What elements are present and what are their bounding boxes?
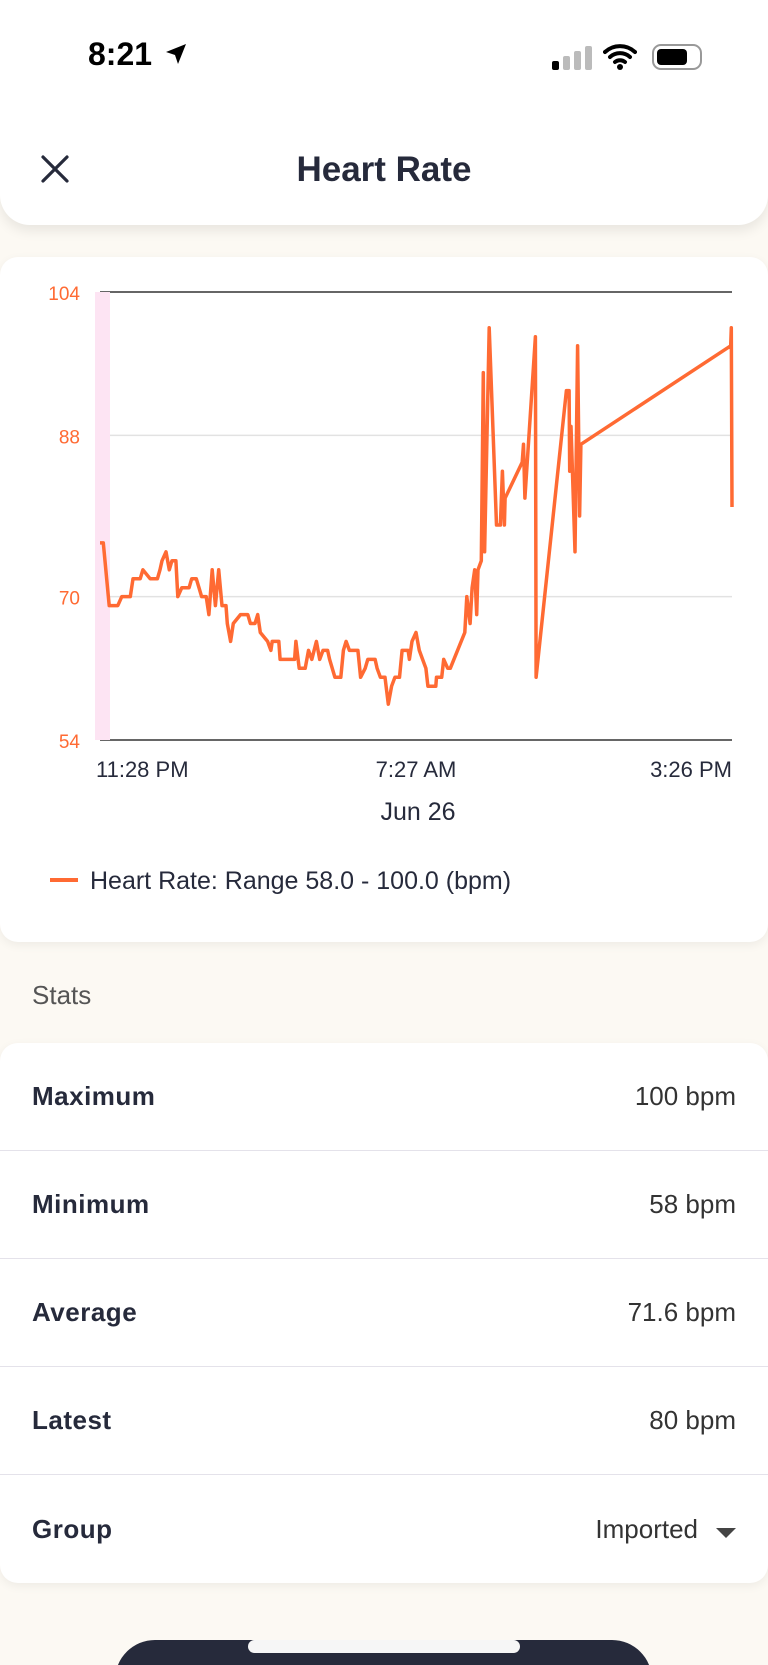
close-icon[interactable] xyxy=(38,152,72,186)
heart-rate-chart: 104 88 70 54 11:28 PM 7:27 AM 3:26 PM Jun 26 H… xyxy=(48,284,734,895)
stats-section-label: Stats xyxy=(32,980,92,1010)
stats-card: Maximum 100 bpm Minimum 58 bpm Average 71.6… xyxy=(0,1043,768,1583)
stat-label: Group xyxy=(32,1513,113,1544)
y-tick-label: 88 xyxy=(59,427,80,448)
group-dropdown[interactable]: Imported xyxy=(595,1514,736,1545)
heart-rate-series-line xyxy=(100,326,734,706)
group-value: Imported xyxy=(595,1513,698,1544)
dropdown-caret-icon xyxy=(716,1528,736,1539)
stat-label: Latest xyxy=(32,1405,112,1435)
header: Heart Rate xyxy=(0,0,768,225)
stat-row-maximum: Maximum 100 bpm xyxy=(0,1043,768,1151)
y-tick-label: 54 xyxy=(59,732,81,753)
stat-value: 71.6 bpm xyxy=(627,1297,736,1327)
y-tick-label: 104 xyxy=(48,284,80,305)
x-axis-date-label: Jun 26 xyxy=(380,798,455,826)
stat-row-latest: Latest 80 bpm xyxy=(0,1367,768,1475)
page-title: Heart Rate xyxy=(296,150,472,189)
home-indicator xyxy=(248,1640,520,1653)
wifi-icon xyxy=(603,44,637,70)
sleep-band xyxy=(95,292,110,740)
stat-value: 58 bpm xyxy=(649,1189,736,1219)
x-tick-label: 11:28 PM xyxy=(96,757,189,782)
stat-row-average: Average 71.6 bpm xyxy=(0,1259,768,1367)
status-time: 8:21 xyxy=(88,36,153,72)
stat-label: Maximum xyxy=(32,1081,156,1111)
cellular-signal-icon xyxy=(552,46,592,70)
stat-row-minimum: Minimum 58 bpm xyxy=(0,1151,768,1259)
x-tick-label: 7:27 AM xyxy=(376,757,457,782)
stat-label: Average xyxy=(32,1297,138,1327)
y-tick-label: 70 xyxy=(59,589,80,610)
status-bar: 8:21 xyxy=(0,0,768,100)
stat-value: 100 bpm xyxy=(634,1081,736,1111)
x-tick-label: 3:26 PM xyxy=(650,757,732,782)
stat-label: Minimum xyxy=(32,1189,150,1219)
location-arrow-icon xyxy=(166,44,186,64)
stat-row-group[interactable]: Group Imported xyxy=(0,1475,768,1583)
battery-icon xyxy=(652,44,702,70)
stat-value: 80 bpm xyxy=(649,1405,736,1435)
legend-label[interactable]: Heart Rate: Range 58.0 - 100.0 (bpm) xyxy=(90,867,511,895)
chart-card: 104 88 70 54 11:28 PM 7:27 AM 3:26 PM Jun 26 H… xyxy=(0,257,768,942)
